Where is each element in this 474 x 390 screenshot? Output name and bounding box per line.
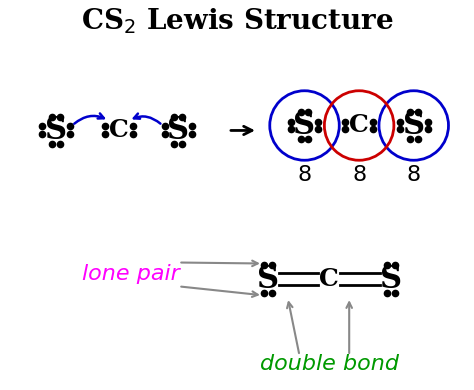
Text: C: C <box>319 268 339 291</box>
Text: C: C <box>349 113 369 138</box>
Text: S: S <box>45 115 67 146</box>
Text: 8: 8 <box>407 165 421 185</box>
Text: S: S <box>167 115 190 146</box>
Text: C: C <box>109 119 129 142</box>
Text: 8: 8 <box>352 165 366 185</box>
Text: CS$_2$ Lewis Structure: CS$_2$ Lewis Structure <box>81 6 393 36</box>
Text: S: S <box>293 110 316 141</box>
Text: lone pair: lone pair <box>82 264 180 284</box>
Text: S: S <box>257 264 279 295</box>
Text: S: S <box>403 110 425 141</box>
Text: double bond: double bond <box>260 354 399 374</box>
Text: 8: 8 <box>298 165 311 185</box>
Text: S: S <box>380 264 402 295</box>
